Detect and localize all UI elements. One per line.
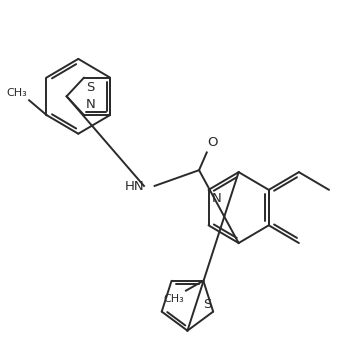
Text: S: S [203,298,211,311]
Text: HN: HN [124,180,144,193]
Text: O: O [208,136,218,150]
Text: N: N [86,98,96,111]
Text: S: S [86,81,94,93]
Text: CH₃: CH₃ [6,88,27,98]
Text: N: N [212,192,221,205]
Text: CH₃: CH₃ [163,294,184,304]
